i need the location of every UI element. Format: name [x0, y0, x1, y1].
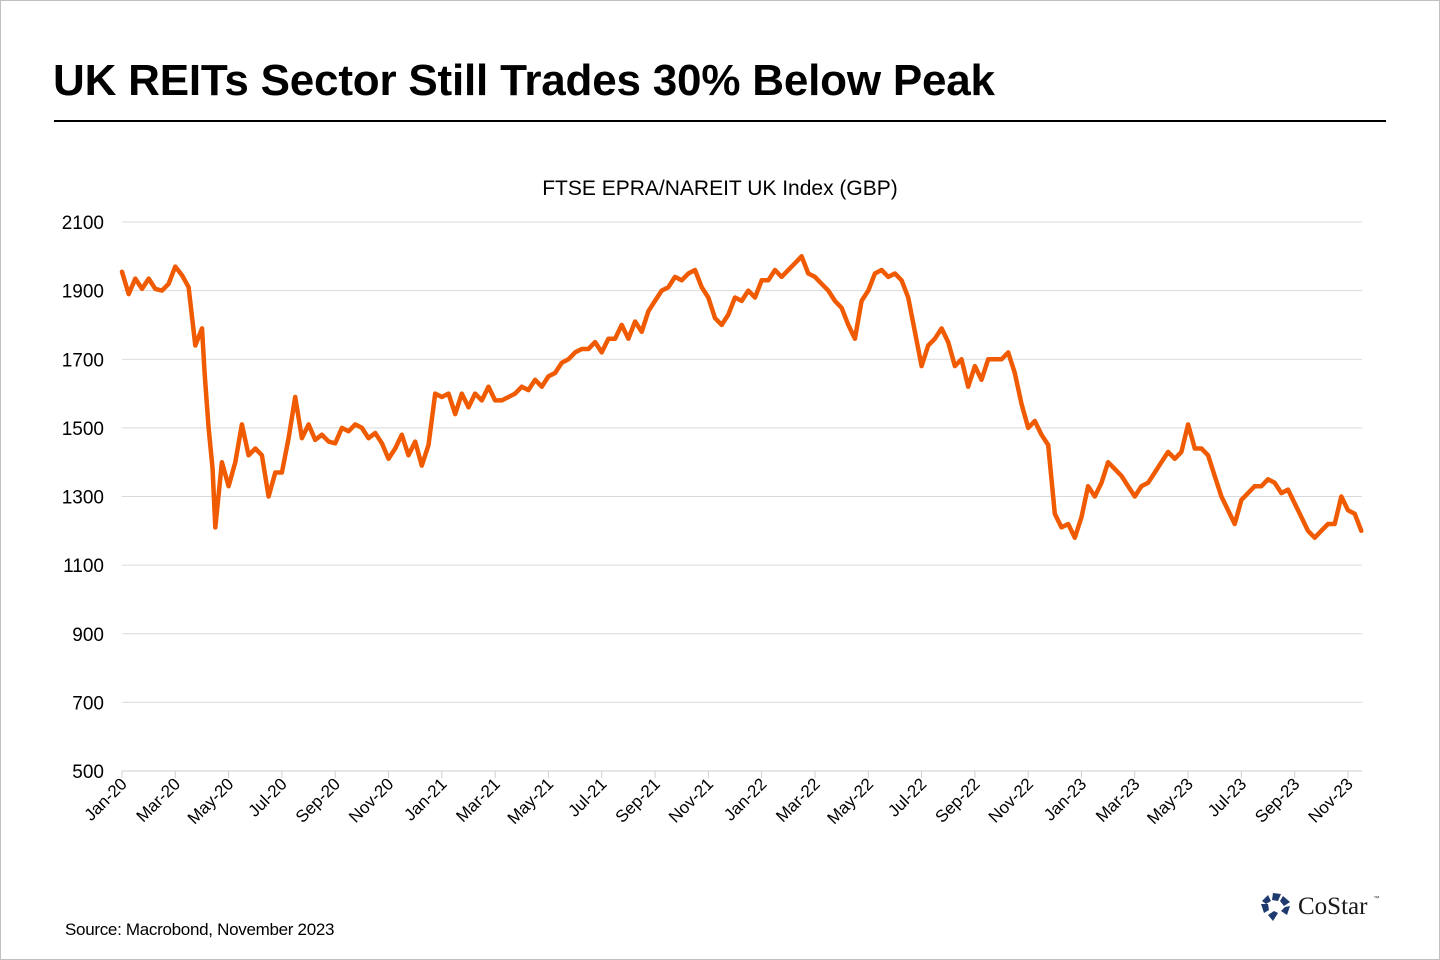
source-note: Source: Macrobond, November 2023 [65, 920, 335, 939]
x-tick-label: May-21 [504, 774, 558, 828]
y-tick-label: 2100 [62, 213, 104, 234]
y-tick-label: 1700 [62, 350, 104, 371]
trademark-mark: ™ [1373, 896, 1380, 902]
x-axis: Jan-20 Mar-20 May-20 Jul-20 Sep-20 Nov-20 Jan-… [81, 771, 1357, 828]
x-tick-label: Jul-23 [1204, 774, 1250, 820]
y-tick-label: 1900 [62, 282, 104, 303]
costar-star-icon [1261, 893, 1290, 921]
x-tick-label: Sep-20 [292, 774, 344, 826]
x-tick-label: May-23 [1143, 774, 1197, 828]
x-tick-label: Sep-22 [931, 774, 983, 826]
y-tick-label: 700 [72, 693, 104, 714]
x-tick-label: Jul-20 [245, 774, 291, 820]
costar-logo: CoStar ™ [1260, 892, 1379, 922]
gridlines [122, 221, 1362, 772]
x-tick-label: Mar-21 [452, 774, 504, 826]
costar-wordmark: CoStar [1298, 893, 1368, 920]
x-tick-label: Sep-21 [612, 774, 664, 826]
title-divider [54, 120, 1386, 122]
y-tick-label: 1500 [62, 419, 104, 440]
y-tick-label: 900 [72, 625, 104, 646]
y-tick-label: 500 [72, 762, 104, 783]
series-layer [119, 254, 1364, 540]
x-tick-label: Nov-21 [665, 774, 717, 826]
x-tick-label: May-22 [824, 774, 878, 828]
x-tick-label: Jul-21 [564, 774, 610, 820]
x-tick-label: Sep-23 [1251, 774, 1303, 826]
series-line [119, 254, 1364, 540]
x-tick-label: Jan-22 [720, 774, 770, 824]
x-tick-label: Jan-21 [400, 774, 450, 824]
x-tick-label: Mar-23 [1092, 774, 1144, 826]
x-tick-label: Nov-20 [345, 774, 397, 826]
chart-title: FTSE EPRA/NAREIT UK Index (GBP) [542, 177, 898, 200]
x-tick-label: Jan-23 [1040, 774, 1090, 824]
page-title: UK REITs Sector Still Trades 30% Below P… [53, 56, 995, 105]
y-axis-ticks: 2100 1900 1700 1500 1300 1100 900 700 500 [62, 213, 104, 783]
y-tick-label: 1300 [62, 488, 104, 509]
x-tick-label: Mar-22 [772, 774, 824, 826]
x-tick-label: Jul-22 [884, 774, 930, 820]
x-tick-label: May-20 [184, 774, 238, 828]
x-tick-label: Mar-20 [133, 774, 185, 826]
y-tick-label: 1100 [63, 556, 104, 577]
x-tick-label: Nov-23 [1305, 774, 1357, 826]
x-tick-label: Nov-22 [985, 774, 1037, 826]
